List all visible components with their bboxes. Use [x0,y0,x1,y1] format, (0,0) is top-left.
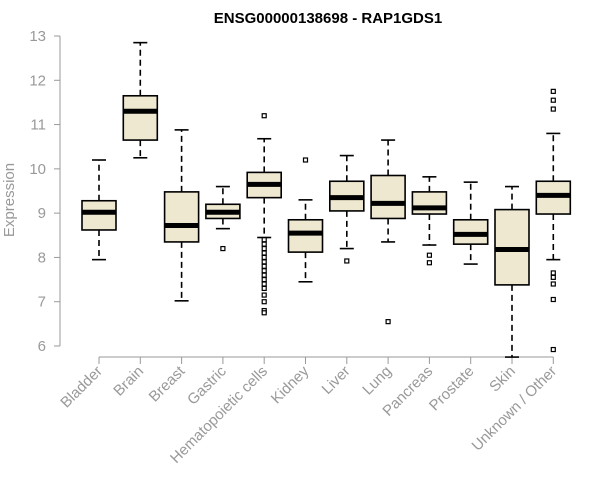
outlier-point [261,250,267,256]
x-tick-label: Brain [110,363,147,400]
box-breast [163,129,200,302]
box-prostate [452,181,489,265]
iqr-box [163,191,200,243]
outlier-point [344,258,350,264]
y-tick-label: 11 [30,117,46,134]
box-unknown-other [535,88,572,353]
y-axis-label: Expression [1,163,18,237]
outlier-point [261,268,267,274]
outlier-point [550,270,556,276]
outlier-point [385,319,391,325]
y-tick-label: 6 [38,338,46,355]
outlier-point [261,113,267,119]
outlier-point [261,254,267,261]
outlier-point [261,299,267,305]
outlier-point [261,237,267,243]
outlier-point [426,252,432,258]
x-tick-label: Prostate [426,363,478,415]
outlier-point [261,245,267,252]
y-tick-label: 9 [38,205,46,222]
box-hematopoietic-cells [246,113,282,316]
box-pancreas [411,176,448,266]
iqr-box [122,94,159,141]
outlier-point [550,281,556,287]
outlier-point [261,285,267,292]
y-tick-label: 8 [38,249,46,266]
iqr-box [370,174,406,220]
y-axis: 6 7 8 9 10 11 12 13 [29,28,61,355]
outlier-point [261,241,267,247]
chart-title: ENSG00000138698 - RAP1GDS1 [214,10,442,27]
x-tick-label: Skin [486,363,519,396]
x-tick-label: Lung [359,363,395,399]
y-tick-label: 7 [38,294,46,311]
outlier-point [550,274,556,280]
box-gastric [205,185,241,252]
plot-area [81,41,572,358]
outlier-point [220,245,226,252]
outlier-point [550,346,556,353]
box-brain [122,41,159,159]
outlier-point [261,276,267,283]
iqr-box [287,218,324,253]
outlier-point [550,97,556,103]
y-tick-label: 12 [29,72,46,89]
box-bladder [81,159,117,261]
x-tick-label: Liver [319,363,354,398]
iqr-box [411,191,448,215]
outlier-point [261,259,267,265]
box-skin [494,185,530,358]
box-liver [328,154,365,264]
outlier-point [302,157,309,163]
y-tick-label: 13 [29,28,46,45]
outlier-point [550,88,556,94]
box-lung [370,139,406,325]
x-tick-label: Breast [146,362,189,405]
outlier-point [261,272,267,278]
outlier-point [261,310,267,316]
x-tick-label: Kidney [268,362,313,407]
iqr-box [81,199,117,231]
box-kidney [287,157,324,283]
outlier-point [426,260,432,266]
y-tick-label: 10 [29,161,46,178]
outlier-point [261,292,267,298]
outlier-point [261,281,267,287]
x-tick-label: Bladder [57,363,106,412]
outlier-point [550,106,556,112]
outlier-point [550,296,556,303]
outlier-point [261,263,267,269]
